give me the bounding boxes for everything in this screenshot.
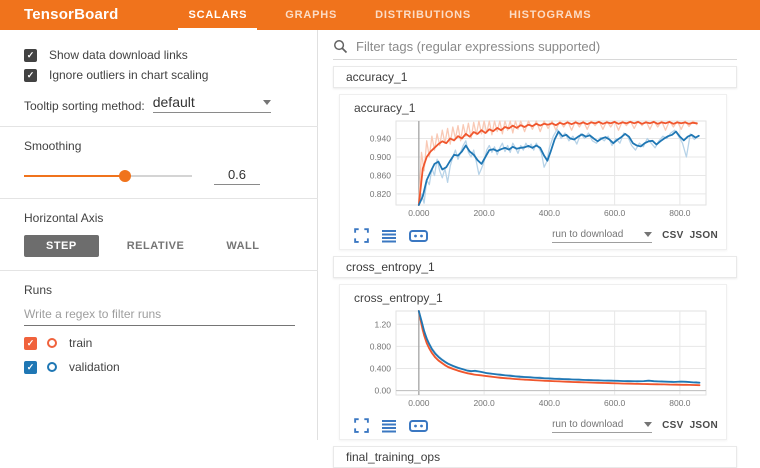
csv-download-link[interactable]: CSV: [662, 230, 683, 241]
svg-text:1.20: 1.20: [374, 319, 391, 329]
tooltip-sorting-value: default: [153, 94, 195, 110]
run-to-download-dropdown[interactable]: run to download: [552, 229, 652, 243]
svg-text:400.0: 400.0: [539, 208, 561, 218]
run-to-download-dropdown[interactable]: run to download: [552, 419, 652, 433]
svg-text:0.000: 0.000: [408, 398, 430, 408]
show-data-download-links-row[interactable]: Show data download links: [24, 48, 293, 62]
axis-button-relative[interactable]: RELATIVE: [113, 235, 199, 257]
sidebar: Show data download links Ignore outliers…: [0, 30, 318, 440]
fit-domain-icon[interactable]: [409, 229, 428, 243]
horizontal-axis-buttons: STEP RELATIVE WALL: [24, 235, 293, 257]
search-icon: [333, 39, 348, 54]
divider: [0, 270, 318, 271]
slider-thumb[interactable]: [119, 170, 131, 182]
chart-card-footer: run to download CSV JSON: [348, 226, 720, 245]
expand-chart-icon[interactable]: [354, 228, 369, 243]
svg-text:0.400: 0.400: [370, 363, 392, 373]
run-color-swatch-train: [47, 338, 57, 348]
runs-label: Runs: [24, 283, 293, 297]
tab-histograms[interactable]: HISTOGRAMS: [499, 0, 601, 30]
log-scale-icon[interactable]: [381, 419, 397, 433]
run-to-download-label: run to download: [552, 229, 623, 240]
runs-filter-input[interactable]: [24, 303, 295, 326]
svg-text:0.00: 0.00: [374, 386, 391, 396]
checkbox-run-train[interactable]: [24, 337, 37, 350]
app-toolbar: TensorBoard SCALARS GRAPHS DISTRIBUTIONS…: [0, 0, 760, 30]
run-row-validation[interactable]: validation: [24, 360, 293, 374]
run-to-download-label: run to download: [552, 419, 623, 430]
fit-domain-icon[interactable]: [409, 419, 428, 433]
axis-button-step[interactable]: STEP: [24, 235, 99, 257]
section-header-final-training-ops[interactable]: final_training_ops: [333, 446, 737, 468]
svg-text:0.900: 0.900: [370, 152, 392, 162]
section-header-cross-entropy[interactable]: cross_entropy_1: [333, 256, 737, 278]
chevron-down-icon: [263, 100, 271, 105]
tooltip-sorting-label: Tooltip sorting method:: [24, 99, 145, 113]
tooltip-sorting-dropdown[interactable]: default: [153, 94, 271, 113]
slider-fill: [24, 175, 125, 177]
tab-graphs[interactable]: GRAPHS: [275, 0, 347, 30]
svg-text:0.940: 0.940: [370, 134, 392, 144]
accuracy-line-chart[interactable]: 0.000 200.0 400.0 600.0 800.0 0.820 0.860 0.900…: [348, 118, 720, 225]
svg-text:0.860: 0.860: [370, 170, 392, 180]
tab-distributions[interactable]: DISTRIBUTIONS: [365, 0, 481, 30]
chevron-down-icon: [644, 422, 652, 427]
smoothing-slider-row: [24, 167, 293, 185]
divider: [0, 126, 318, 127]
svg-text:0.820: 0.820: [370, 189, 392, 199]
csv-download-link[interactable]: CSV: [662, 420, 683, 431]
json-download-link[interactable]: JSON: [690, 420, 718, 431]
tag-filter-input[interactable]: [356, 39, 737, 54]
checkbox-label: Show data download links: [49, 48, 188, 62]
checkbox-show-data-download-links[interactable]: [24, 49, 37, 62]
tab-scalars[interactable]: SCALARS: [178, 0, 257, 30]
svg-text:600.0: 600.0: [604, 398, 626, 408]
run-label: validation: [69, 360, 120, 374]
axis-button-wall[interactable]: WALL: [212, 235, 273, 257]
checkbox-label: Ignore outliers in chart scaling: [49, 68, 208, 82]
chart-card-footer: run to download CSV JSON: [348, 416, 720, 435]
run-color-swatch-validation: [47, 362, 57, 372]
tab-bar: SCALARS GRAPHS DISTRIBUTIONS HISTOGRAMS: [178, 0, 619, 30]
smoothing-value-input[interactable]: [214, 167, 260, 185]
expand-chart-icon[interactable]: [354, 418, 369, 433]
cross-entropy-line-chart[interactable]: 0.000 200.0 400.0 600.0 800.0 0.00 0.400 0.800 1…: [348, 308, 720, 415]
json-download-link[interactable]: JSON: [690, 230, 718, 241]
svg-text:200.0: 200.0: [473, 398, 495, 408]
app-title: TensorBoard: [24, 0, 118, 30]
ignore-outliers-row[interactable]: Ignore outliers in chart scaling: [24, 68, 293, 82]
svg-text:0.000: 0.000: [408, 208, 430, 218]
tag-filter-row: [333, 39, 737, 60]
smoothing-label: Smoothing: [24, 139, 293, 153]
chart-title: cross_entropy_1: [348, 291, 720, 305]
svg-text:400.0: 400.0: [539, 398, 561, 408]
svg-text:600.0: 600.0: [604, 208, 626, 218]
svg-text:200.0: 200.0: [473, 208, 495, 218]
log-scale-icon[interactable]: [381, 229, 397, 243]
run-row-train[interactable]: train: [24, 336, 293, 350]
run-label: train: [69, 336, 92, 350]
horizontal-axis-label: Horizontal Axis: [24, 211, 293, 225]
section-header-accuracy[interactable]: accuracy_1: [333, 66, 737, 88]
tooltip-sorting-row: Tooltip sorting method: default: [24, 94, 293, 113]
checkbox-run-validation[interactable]: [24, 361, 37, 374]
chevron-down-icon: [644, 232, 652, 237]
divider: [0, 198, 318, 199]
chart-title: accuracy_1: [348, 101, 720, 115]
svg-text:800.0: 800.0: [669, 398, 691, 408]
smoothing-slider[interactable]: [24, 175, 192, 177]
main-content: accuracy_1 accuracy_1 0.000 200.0 400.0 600…: [319, 30, 760, 440]
chart-card-cross-entropy: cross_entropy_1 0.000 200.0 400.0 600.0 800.…: [339, 284, 727, 440]
svg-text:800.0: 800.0: [669, 208, 691, 218]
checkbox-ignore-outliers[interactable]: [24, 69, 37, 82]
chart-card-accuracy: accuracy_1 0.000 200.0 400.0 600.0 800.0 0.82…: [339, 94, 727, 250]
svg-text:0.800: 0.800: [370, 341, 392, 351]
